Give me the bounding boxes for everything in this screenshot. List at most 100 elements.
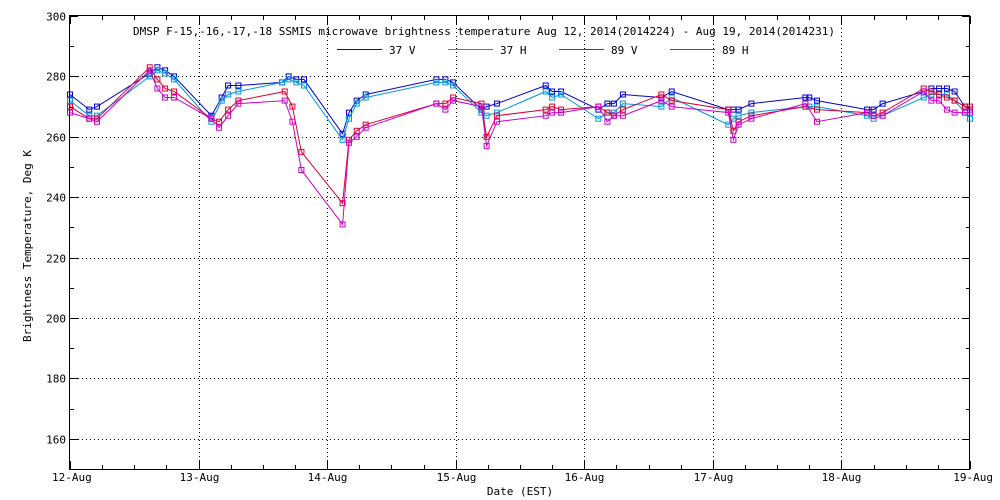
data-point xyxy=(870,106,877,113)
data-point xyxy=(433,100,440,107)
data-point xyxy=(735,121,742,128)
data-point xyxy=(920,88,927,95)
x-tick-label: 16-Aug xyxy=(565,471,605,484)
data-point xyxy=(619,112,626,119)
data-point xyxy=(735,112,742,119)
data-point xyxy=(285,76,292,83)
data-point xyxy=(433,79,440,86)
data-point xyxy=(353,127,360,134)
data-point xyxy=(235,88,242,95)
data-point xyxy=(870,112,877,119)
data-point xyxy=(806,94,813,101)
series-89-h xyxy=(67,67,973,228)
data-point xyxy=(279,79,286,86)
data-point xyxy=(171,94,178,101)
data-point xyxy=(920,94,927,101)
data-point xyxy=(339,130,346,137)
x-tick-label: 18-Aug xyxy=(822,471,862,484)
data-point xyxy=(67,103,73,110)
data-point xyxy=(967,115,973,122)
data-point xyxy=(346,139,352,146)
data-point xyxy=(610,100,617,107)
data-point xyxy=(493,112,500,119)
data-point xyxy=(730,136,737,143)
data-point xyxy=(301,82,307,89)
x-tick-label: 15-Aug xyxy=(437,471,477,484)
data-point xyxy=(558,109,565,116)
data-point xyxy=(619,91,626,98)
grid-layer xyxy=(70,16,970,469)
data-point xyxy=(668,97,675,104)
data-point xyxy=(281,88,288,95)
data-point xyxy=(967,103,973,110)
data-point xyxy=(442,106,449,113)
data-point xyxy=(549,109,556,116)
data-point xyxy=(943,94,950,101)
data-point xyxy=(216,124,223,131)
data-point xyxy=(604,118,611,125)
data-point xyxy=(619,100,626,107)
data-point xyxy=(339,221,346,228)
data-point xyxy=(67,91,73,98)
data-point xyxy=(171,88,178,95)
x-tick-label: 17-Aug xyxy=(694,471,734,484)
data-point xyxy=(951,109,958,116)
data-point xyxy=(943,85,950,92)
data-point xyxy=(293,79,300,86)
data-point xyxy=(549,88,556,95)
data-point xyxy=(735,106,742,113)
y-tick-label: 260 xyxy=(46,132,66,145)
data-point xyxy=(604,109,611,116)
data-point xyxy=(595,115,602,122)
data-point xyxy=(658,91,665,98)
y-tick-label: 280 xyxy=(46,71,66,84)
data-point xyxy=(162,94,169,101)
data-point xyxy=(802,94,809,101)
data-point xyxy=(225,91,232,98)
data-point xyxy=(864,109,871,116)
data-point xyxy=(658,103,665,110)
y-tick-label: 180 xyxy=(46,373,66,386)
data-point xyxy=(619,106,626,113)
y-tick-label: 200 xyxy=(46,313,66,326)
data-point xyxy=(748,115,755,122)
data-point xyxy=(936,91,943,98)
data-point xyxy=(493,100,500,107)
data-point xyxy=(162,70,169,77)
data-point xyxy=(725,109,732,116)
series-layer xyxy=(67,64,973,228)
series-37-h xyxy=(67,67,973,143)
data-point xyxy=(967,109,973,116)
data-point xyxy=(442,100,449,107)
data-point xyxy=(450,79,457,86)
series-line xyxy=(69,69,970,226)
data-point xyxy=(154,85,161,92)
data-point xyxy=(951,88,958,95)
data-point xyxy=(346,109,352,116)
data-point xyxy=(301,76,307,83)
series-89-v xyxy=(67,64,973,207)
data-point xyxy=(154,64,161,71)
data-point xyxy=(171,76,178,83)
data-point xyxy=(353,100,360,107)
data-point xyxy=(814,106,820,113)
data-point xyxy=(814,118,820,125)
data-point xyxy=(346,115,352,122)
data-point xyxy=(450,97,457,104)
data-point xyxy=(604,100,611,107)
data-point xyxy=(864,112,871,119)
x-tick-label: 12-Aug xyxy=(52,471,92,484)
data-point xyxy=(154,67,161,74)
data-point xyxy=(86,106,93,113)
data-point xyxy=(542,82,549,89)
data-point xyxy=(928,88,935,95)
data-point xyxy=(542,112,549,119)
legend-label: 37 V xyxy=(389,44,416,57)
data-point xyxy=(748,100,755,107)
y-tick-label: 220 xyxy=(46,253,66,266)
data-point xyxy=(450,82,457,89)
x-tick-label: 13-Aug xyxy=(180,471,220,484)
data-point xyxy=(225,112,232,119)
data-point xyxy=(610,112,617,119)
data-point xyxy=(218,97,225,104)
